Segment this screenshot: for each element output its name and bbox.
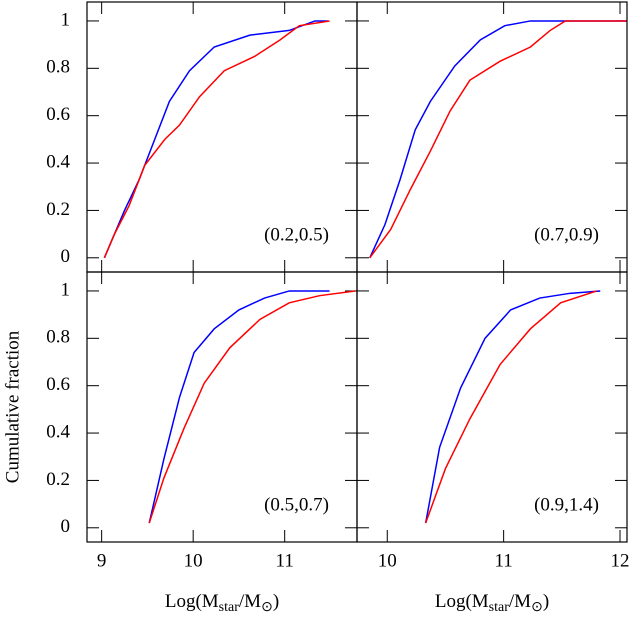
x-axis-label-part: Log(M: [165, 591, 219, 612]
cdf-curve: [148, 290, 356, 524]
x-axis-label-part: star: [219, 600, 240, 615]
panel-annotation: (0.5,0.7): [264, 494, 329, 515]
panel-frame: [356, 271, 628, 543]
x-axis-label-part: ⊙: [531, 600, 543, 615]
x-axis-label-part: ): [543, 591, 549, 612]
x-tick-label: 10: [184, 550, 203, 571]
x-tick-label: 11: [276, 550, 294, 571]
y-tick-label: 0.2: [46, 469, 70, 490]
cdf-curve: [103, 20, 328, 259]
panel-annotation: (0.2,0.5): [264, 224, 329, 245]
cdf-curve: [424, 290, 601, 524]
y-tick-label: 0.6: [46, 104, 70, 125]
y-tick-label: 0.6: [46, 374, 70, 395]
y-tick-label: 1: [61, 279, 71, 300]
x-axis-label: Log(Mstar/M⊙): [165, 591, 279, 615]
x-axis-label: Log(Mstar/M⊙): [435, 591, 549, 615]
y-tick-label: 0: [61, 516, 71, 537]
x-tick-label: 9: [97, 550, 107, 571]
x-tick-label: 10: [378, 550, 397, 571]
x-axis-label-part: /M: [509, 591, 531, 612]
y-tick-label: 0.2: [46, 199, 70, 220]
y-axis-label: Cumulative fraction: [2, 330, 23, 483]
y-tick-label: 0.8: [46, 327, 70, 348]
cdf-curve: [148, 290, 330, 524]
panel-annotation: (0.7,0.9): [534, 224, 599, 245]
y-tick-label: 1: [61, 9, 71, 30]
cdf-curve: [369, 20, 627, 259]
cdf-curve: [424, 290, 597, 524]
x-axis-label-part: /M: [239, 591, 261, 612]
x-axis-label-part: star: [489, 600, 510, 615]
x-axis-label-part: ⊙: [261, 600, 273, 615]
y-tick-label: 0.4: [46, 151, 70, 172]
y-tick-label: 0.4: [46, 421, 70, 442]
cdf-curve: [369, 20, 627, 259]
x-axis-label-part: ): [273, 591, 279, 612]
y-tick-label: 0: [61, 246, 71, 267]
x-axis-label-part: Log(M: [435, 591, 489, 612]
x-tick-label: 11: [494, 550, 512, 571]
cdf-curve: [103, 20, 330, 259]
y-tick-label: 0.8: [46, 57, 70, 78]
panel-annotation: (0.9,1.4): [534, 494, 599, 515]
x-tick-label: 12: [611, 550, 630, 571]
